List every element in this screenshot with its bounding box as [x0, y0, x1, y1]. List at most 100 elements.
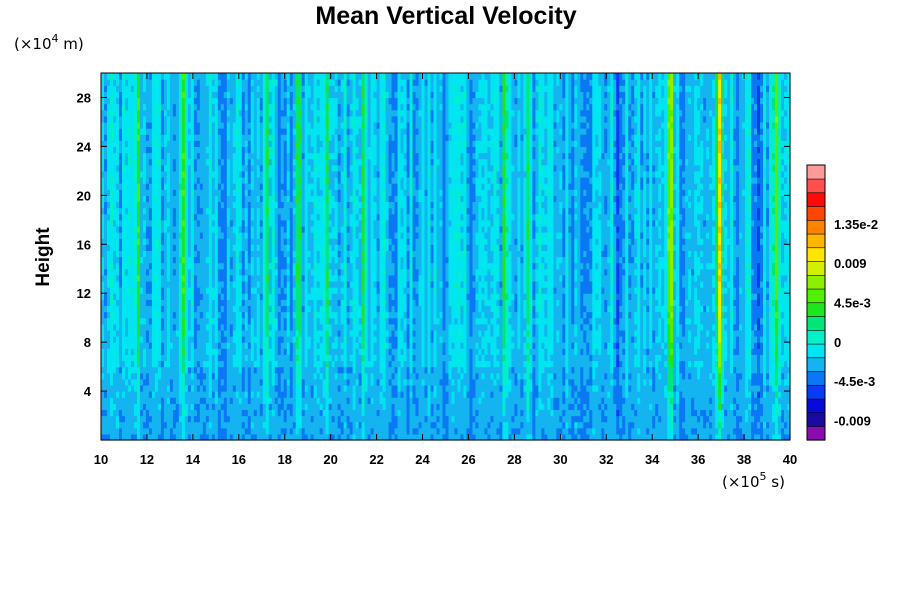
heatmap-cell [238, 366, 243, 374]
heatmap-cell [220, 207, 225, 215]
heatmap-cell [223, 73, 228, 80]
heatmap-cell [211, 195, 216, 203]
heatmap-cell [307, 79, 312, 86]
heatmap-cell [193, 115, 198, 123]
heatmap-cell [181, 311, 186, 319]
heatmap-cell [274, 354, 279, 362]
heatmap-cell [250, 213, 255, 221]
heatmap-cell [202, 317, 207, 325]
heatmap-cell [283, 293, 288, 300]
heatmap-cell [142, 287, 147, 294]
heatmap-cell [163, 195, 168, 203]
heatmap-cell [104, 128, 108, 135]
heatmap-cell [166, 183, 171, 190]
heatmap-cell [160, 342, 165, 349]
heatmap-cell [112, 311, 117, 319]
heatmap-cell [214, 323, 219, 331]
heatmap-cell [112, 134, 117, 141]
heatmap-cell [214, 238, 219, 245]
heatmap-cell [187, 97, 192, 105]
heatmap-cell [157, 183, 162, 190]
heatmap-cell [211, 311, 216, 319]
heatmap-cell [256, 103, 261, 111]
heatmap-cell [298, 115, 303, 123]
heatmap-cell [235, 158, 240, 166]
heatmap-cell [163, 299, 168, 307]
heatmap-cell [118, 219, 123, 227]
heatmap-cell [298, 146, 303, 154]
heatmap-cell [142, 152, 147, 160]
heatmap-cell [136, 244, 141, 251]
heatmap-cell [193, 397, 198, 404]
heatmap-cell [118, 336, 123, 343]
heatmap-cell [268, 427, 273, 435]
heatmap-cell [271, 152, 276, 160]
heatmap-cell [184, 121, 189, 129]
heatmap-cell [163, 225, 168, 233]
heatmap-cell [265, 317, 270, 325]
heatmap-cell [211, 134, 216, 141]
heatmap-cell [265, 73, 270, 80]
heatmap-cell [280, 421, 285, 429]
heatmap-cell [238, 152, 243, 160]
heatmap-cell [238, 323, 243, 331]
heatmap-cell [247, 103, 252, 111]
heatmap-cell [214, 109, 219, 117]
heatmap-cell [283, 323, 288, 331]
heatmap-cell [208, 317, 213, 325]
heatmap-cell [295, 274, 300, 282]
heatmap-cell [250, 354, 255, 362]
heatmap-cell [211, 250, 216, 258]
heatmap-cell [214, 397, 219, 404]
heatmap-cell [190, 189, 195, 196]
heatmap-cell [268, 293, 273, 300]
heatmap-cell [268, 176, 273, 184]
heatmap-cell [151, 348, 156, 355]
heatmap-cell [265, 97, 270, 105]
heatmap-cell [256, 238, 261, 245]
heatmap-cell [163, 219, 168, 227]
heatmap-cell [157, 384, 162, 392]
heatmap-cell [241, 329, 246, 337]
heatmap-cell [232, 164, 237, 172]
heatmap-cell [181, 317, 186, 325]
heatmap-cell [199, 293, 204, 300]
heatmap-cell [274, 317, 279, 325]
heatmap-cell [106, 85, 111, 92]
heatmap-cell [271, 274, 276, 282]
heatmap-cell [241, 219, 246, 227]
heatmap-cell [104, 280, 108, 288]
heatmap-cell [199, 250, 204, 258]
heatmap-cell [190, 384, 195, 392]
heatmap-cell [181, 366, 186, 374]
heatmap-cell [130, 244, 135, 251]
heatmap-cell [220, 409, 225, 417]
heatmap-cell [184, 176, 189, 184]
heatmap-cell [193, 201, 198, 209]
heatmap-cell [112, 103, 117, 111]
heatmap-cell [112, 158, 117, 166]
heatmap-cell [169, 299, 174, 307]
heatmap-cell [283, 195, 288, 203]
heatmap-cell [166, 201, 171, 209]
heatmap-cell [232, 268, 237, 276]
heatmap-cell [229, 415, 234, 423]
heatmap-cell [223, 403, 228, 411]
heatmap-cell [280, 97, 285, 105]
heatmap-cell [277, 79, 282, 86]
heatmap-cell [223, 146, 228, 154]
heatmap-cell [148, 134, 153, 141]
heatmap-cell [202, 85, 207, 92]
heatmap-cell [247, 287, 252, 294]
heatmap-cell [262, 152, 267, 160]
heatmap-cell [307, 109, 312, 117]
heatmap-cell [211, 299, 216, 307]
heatmap-cell [217, 268, 222, 276]
heatmap-cell [199, 79, 204, 86]
heatmap-cell [244, 299, 249, 307]
heatmap-cell [166, 421, 171, 429]
heatmap-cell [118, 366, 123, 374]
heatmap-cell [301, 109, 306, 117]
heatmap-cell [196, 189, 201, 196]
heatmap-cell [274, 85, 279, 92]
